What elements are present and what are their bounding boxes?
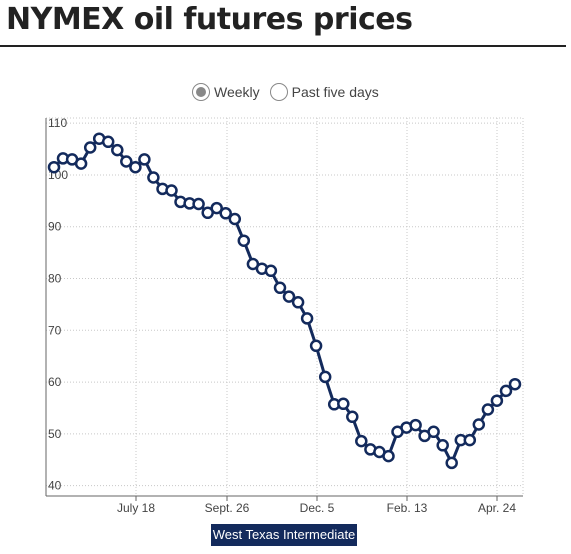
data-point: [210, 201, 223, 215]
data-point: [74, 157, 88, 170]
data-point: [273, 281, 287, 295]
y-tick-label-80: 80: [48, 272, 62, 286]
past-five-days-radio[interactable]: [269, 83, 288, 101]
chart-title: NYMEX oil futures prices: [6, 2, 413, 37]
data-point: [436, 439, 449, 452]
x-tick-label-2: Dec. 5: [300, 501, 335, 515]
data-point: [264, 264, 278, 278]
weekly-option[interactable]: Weekly: [192, 83, 260, 101]
y-tick-label-40: 40: [48, 479, 62, 493]
data-point: [355, 434, 368, 448]
data-point: [300, 312, 314, 325]
x-tick-label-4: Apr. 24: [478, 501, 516, 515]
x-tick-label-0: July 18: [117, 501, 155, 515]
data-point: [147, 171, 160, 184]
data-point: [138, 153, 151, 166]
data-point: [490, 394, 504, 407]
data-point: [282, 290, 296, 303]
data-point: [309, 339, 323, 353]
y-tick-label-110: 110: [48, 116, 67, 130]
x-tick-label-3: Feb. 13: [387, 501, 428, 515]
data-point: [120, 155, 133, 168]
x-tick-label-1: Sept. 26: [205, 501, 250, 515]
series-legend: West Texas Intermediate: [211, 524, 357, 546]
title-divider: [0, 45, 566, 47]
y-tick-label-90: 90: [48, 220, 62, 234]
data-point: [291, 296, 305, 309]
data-point: [318, 370, 332, 384]
data-point: [409, 418, 422, 432]
data-point: [47, 160, 61, 174]
data-point: [129, 160, 142, 174]
data-point: [101, 135, 115, 149]
past-five-days-option[interactable]: Past five days: [269, 83, 379, 101]
y-tick-label-60: 60: [48, 375, 62, 389]
data-point: [427, 425, 440, 439]
data-point: [508, 377, 522, 391]
y-tick-label-70: 70: [48, 323, 62, 337]
y-tick-label-50: 50: [48, 427, 62, 441]
data-point: [472, 418, 486, 431]
data-point: [219, 207, 232, 220]
data-point: [165, 184, 178, 197]
data-point: [192, 197, 205, 211]
data-point: [83, 141, 97, 154]
data-point: [111, 143, 124, 157]
data-point: [445, 456, 458, 470]
data-point: [499, 384, 513, 398]
past-five-days-label: Past five days: [291, 84, 379, 100]
weekly-label: Weekly: [214, 84, 260, 100]
view-toggle: Weekly Past five days: [192, 83, 389, 101]
data-point: [481, 403, 495, 416]
data-point: [463, 433, 477, 447]
data-point: [228, 212, 242, 226]
data-point: [346, 410, 359, 424]
data-point: [382, 449, 395, 463]
data-point: [337, 397, 350, 411]
weekly-radio[interactable]: [192, 83, 210, 101]
data-point: [237, 234, 251, 247]
